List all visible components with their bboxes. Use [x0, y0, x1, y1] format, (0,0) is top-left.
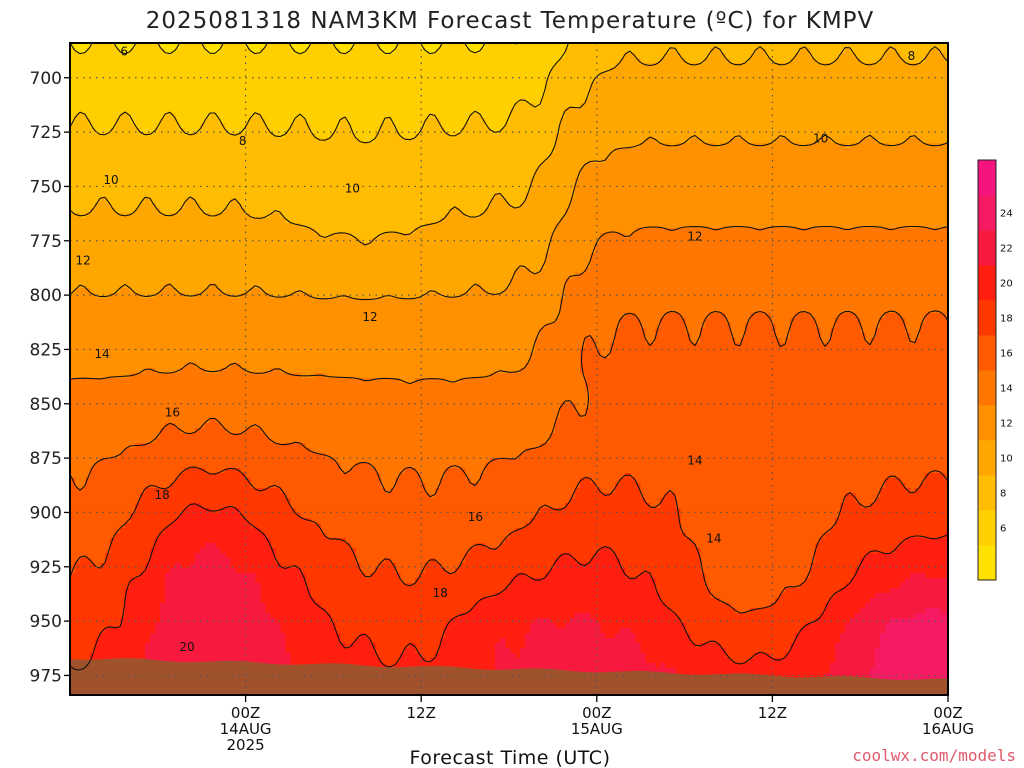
- temperature-fill-bands: [70, 43, 948, 695]
- contour-label: 8: [908, 49, 916, 63]
- colorbar-label: 18: [1000, 314, 1013, 325]
- chart-title: 2025081318 NAM3KM Forecast Temperature (…: [146, 8, 875, 34]
- colorbar-label: 14: [1000, 384, 1013, 395]
- colorbar-swatch: [978, 300, 996, 336]
- y-tick-label: 775: [30, 232, 62, 252]
- contour-label: 12: [687, 229, 702, 243]
- contour-label: 14: [706, 532, 721, 546]
- colorbar-swatch: [978, 265, 996, 301]
- fill-band-22: [145, 543, 948, 695]
- x-tick-label: 2025: [227, 736, 265, 754]
- colorbar-label: 20: [1000, 279, 1013, 290]
- colorbar-frame: [977, 159, 997, 581]
- y-axis: 700 725 750 775 800 825 850 875 900 925 950 975: [30, 69, 70, 686]
- contour-label: 10: [103, 173, 118, 187]
- contour-label: 16: [468, 510, 483, 524]
- colorbar-label: 24: [1000, 209, 1013, 220]
- contour-label: 20: [179, 640, 194, 654]
- contour-label: 14: [687, 453, 702, 467]
- contour-label: 18: [155, 488, 170, 502]
- x-tick-label: 00Z: [933, 704, 962, 722]
- contour-label: 12: [76, 253, 91, 267]
- colorbar-label: 8: [1000, 489, 1006, 500]
- colorbar-swatch: [978, 475, 996, 511]
- fill-band-12: [70, 138, 948, 384]
- y-tick-label: 750: [30, 177, 62, 197]
- colorbar-swatch: [978, 440, 996, 476]
- colorbar-label: 16: [1000, 349, 1013, 360]
- y-tick-label: 925: [30, 558, 62, 578]
- contour-10: [70, 46, 948, 246]
- fill-band-14: [70, 228, 948, 499]
- colorbar-swatch: [978, 510, 996, 546]
- contour-8: [70, 43, 570, 144]
- contour-label: 12: [362, 310, 377, 324]
- contour-14: [70, 225, 948, 385]
- y-tick-label: 825: [30, 340, 62, 360]
- grid: [70, 43, 948, 695]
- x-tick-label: 14AUG: [220, 720, 272, 738]
- credit-link[interactable]: coolwx.com/models: [852, 746, 1016, 765]
- y-tick-label: 700: [30, 69, 62, 89]
- colorbar-swatch: [978, 545, 996, 581]
- y-tick-label: 800: [30, 286, 62, 306]
- plot-frame: [69, 42, 949, 696]
- y-tick-label: 850: [30, 395, 62, 415]
- contour-label: 10: [345, 182, 360, 196]
- x-tick-label: 00Z: [582, 704, 611, 722]
- contour-label: 12: [959, 197, 974, 211]
- fill-band-6: [70, 43, 571, 144]
- y-tick-label: 725: [30, 123, 62, 143]
- fill-band-20: [70, 503, 948, 695]
- contour-label: 16: [165, 405, 180, 419]
- y-tick-label: 900: [30, 503, 62, 523]
- colorbar-swatch: [978, 160, 996, 196]
- contour-12: [70, 134, 948, 301]
- x-tick-label: 12Z: [758, 704, 787, 722]
- x-tick-label: 15AUG: [571, 720, 623, 738]
- fill-band-18: [70, 468, 948, 669]
- colorbar-swatch: [978, 405, 996, 441]
- plot-area: 68810101012121212141414141616181820: [70, 43, 974, 695]
- contour-label: 8: [239, 134, 247, 148]
- y-tick-label: 875: [30, 449, 62, 469]
- colorbar-label: 10: [1000, 454, 1013, 465]
- colorbar-swatch: [978, 195, 996, 231]
- contour-16: [70, 310, 948, 498]
- contour-label: 14: [95, 347, 110, 361]
- x-tick-label: 16AUG: [922, 720, 974, 738]
- x-axis-title: Forecast Time (UTC): [410, 747, 611, 768]
- colorbar-swatch: [978, 370, 996, 406]
- colorbar-swatch: [978, 335, 996, 371]
- contour-labels: 68810101012121212141414141616181820: [76, 45, 974, 654]
- fill-band-10: [70, 48, 948, 299]
- colorbar-label: 6: [1000, 524, 1006, 535]
- ground-surface: [70, 658, 948, 695]
- ground-fill: [70, 658, 948, 695]
- colorbar-label: 22: [1000, 244, 1013, 255]
- y-tick-label: 950: [30, 612, 62, 632]
- contour-label: 10: [813, 132, 828, 146]
- temperature-contours: [70, 43, 948, 671]
- fill-band-24: [865, 608, 948, 695]
- fill-band-16: [70, 313, 948, 614]
- contour-18: [70, 466, 948, 614]
- colorbar-label: 12: [1000, 419, 1013, 430]
- fill-band-8: [70, 43, 948, 244]
- x-tick-label: 00Z: [231, 704, 260, 722]
- y-tick-label: 975: [30, 666, 62, 686]
- contour-20: [70, 503, 948, 671]
- contour-label: 18: [433, 586, 448, 600]
- x-tick-label: 12Z: [407, 704, 436, 722]
- contour-label: 6: [120, 45, 128, 59]
- colorbar: 6 8 10 12 14 16 18 20 22 24: [977, 159, 1013, 581]
- colorbar-swatch: [978, 230, 996, 266]
